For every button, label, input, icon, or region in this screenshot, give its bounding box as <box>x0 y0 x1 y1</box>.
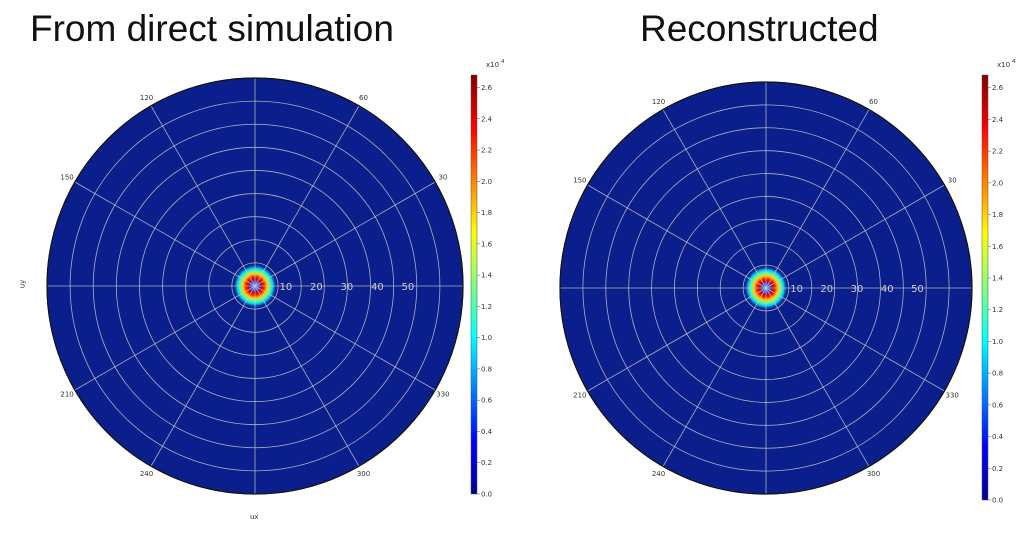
radial-tick-label: 10 <box>280 282 293 293</box>
radial-tick-label: 50 <box>402 282 415 293</box>
colorbar-tick-label: 1.8 <box>992 211 1003 219</box>
colorbar-tick-label: 1.2 <box>481 303 492 311</box>
colorbar-tick-label: 1.4 <box>481 272 493 280</box>
colorbar-tick-label: 1.6 <box>992 243 1004 251</box>
colorbar-tick-label: 0.8 <box>481 365 492 373</box>
angular-grid-spoke <box>765 184 945 289</box>
colorbar-tick-label: 0.6 <box>481 397 493 405</box>
angular-grid-spoke <box>662 287 767 467</box>
colorbar: 0.0 0.2 0.4 0.6 0.8 1.0 1.2 1.4 1.6 1.8 2.0 2.2 2.4 2… <box>470 59 505 499</box>
colorbar-exponent-label: x10 <box>997 61 1010 69</box>
colorbar-exponent-superscript: 4 <box>501 59 505 65</box>
angular-tick-label: 240 <box>652 470 665 478</box>
polar-plot-direct: 10 20 30 40 50 30 60 120 150 210 240 300 330 <box>46 77 464 495</box>
colorbar-tick-label: 0.4 <box>992 433 1004 441</box>
angular-grid-spoke <box>150 105 256 287</box>
angular-tick-label: 120 <box>652 98 665 106</box>
polar-border <box>559 81 973 495</box>
angular-grid-spoke <box>74 285 256 391</box>
polar-border <box>46 77 464 495</box>
colorbar-tick-label: 1.8 <box>481 209 492 217</box>
angular-tick-label: 330 <box>946 392 959 400</box>
radial-tick-label: 10 <box>790 284 803 295</box>
colorbar-tick-label: 2.4 <box>481 115 493 123</box>
angular-tick-label: 210 <box>60 391 73 399</box>
right-panel-title: Reconstructed <box>640 8 879 49</box>
radial-tick-label: 20 <box>310 282 323 293</box>
colorbar-tick-label: 1.0 <box>481 334 492 342</box>
radial-tick-label: 50 <box>911 284 924 295</box>
polar-plot-reconstructed: 10 20 30 40 50 30 60 120 150 210 240 300 330 <box>559 81 973 495</box>
x-axis-label: ux <box>250 513 259 521</box>
radial-tick-label: 20 <box>820 284 833 295</box>
colorbar-tick-label: 2.2 <box>992 148 1003 156</box>
radial-tick-label: 30 <box>341 282 354 293</box>
angular-tick-label: 60 <box>359 94 368 102</box>
colorbar-tick-label: 0.8 <box>992 370 1003 378</box>
angular-tick-label: 150 <box>60 174 73 182</box>
angular-grid-spoke <box>765 287 945 392</box>
colorbar-tick-label: 1.4 <box>992 274 1004 282</box>
colorbar-gradient <box>981 74 989 501</box>
colorbar-tick-label: 0.2 <box>992 465 1003 473</box>
colorbar-tick-label: 2.6 <box>481 84 493 92</box>
colorbar-exponent-label: x10 <box>486 61 499 69</box>
colorbar-tick-label: 1.0 <box>992 338 1003 346</box>
colorbar: 0.0 0.2 0.4 0.6 0.8 1.0 1.2 1.4 1.6 1.8 2.0 2.2 2.4 2… <box>981 59 1016 505</box>
angular-grid-spoke <box>662 109 767 289</box>
colorbar-exponent-superscript: 4 <box>1012 59 1016 65</box>
colorbar-tick-label: 2.6 <box>992 84 1004 92</box>
left-panel-title: From direct simulation <box>30 8 394 49</box>
angular-grid-spoke <box>765 109 870 289</box>
colorbar-gradient <box>470 74 478 495</box>
angular-tick-label: 300 <box>357 470 370 478</box>
angular-grid-spoke <box>254 285 360 467</box>
colorbar-tick-label: 0.0 <box>481 491 492 499</box>
angular-tick-label: 60 <box>869 98 878 106</box>
angular-tick-label: 210 <box>573 392 586 400</box>
angular-grid-spoke <box>254 105 360 287</box>
angular-grid-spoke <box>765 287 870 467</box>
angular-grid-spoke <box>254 285 436 391</box>
colorbar-tick-label: 1.6 <box>481 240 493 248</box>
colorbar-tick-label: 2.2 <box>481 147 492 155</box>
angular-tick-label: 150 <box>573 177 586 185</box>
angular-tick-label: 300 <box>867 470 880 478</box>
colorbar-tick-label: 2.0 <box>992 179 1003 187</box>
radial-tick-label: 30 <box>851 284 864 295</box>
angular-grid-spoke <box>587 287 767 392</box>
angular-tick-label: 30 <box>948 177 957 185</box>
radial-tick-label: 40 <box>371 282 384 293</box>
angular-tick-label: 30 <box>438 174 447 182</box>
angular-grid-spoke <box>587 184 767 289</box>
colorbar-tick-label: 0.2 <box>481 459 492 467</box>
angular-grid-spoke <box>254 181 436 287</box>
radial-tick-label: 40 <box>881 284 894 295</box>
angular-grid-spoke <box>74 181 256 287</box>
colorbar-tick-label: 0.0 <box>992 497 1003 505</box>
angular-tick-label: 330 <box>436 391 449 399</box>
angular-grid-spoke <box>150 285 256 467</box>
colorbar-tick-label: 2.4 <box>992 116 1004 124</box>
angular-tick-label: 240 <box>140 470 153 478</box>
colorbar-tick-label: 1.2 <box>992 306 1003 314</box>
angular-tick-label: 120 <box>140 94 153 102</box>
colorbar-tick-label: 2.0 <box>481 178 492 186</box>
colorbar-tick-label: 0.6 <box>992 401 1004 409</box>
colorbar-tick-label: 0.4 <box>481 428 493 436</box>
